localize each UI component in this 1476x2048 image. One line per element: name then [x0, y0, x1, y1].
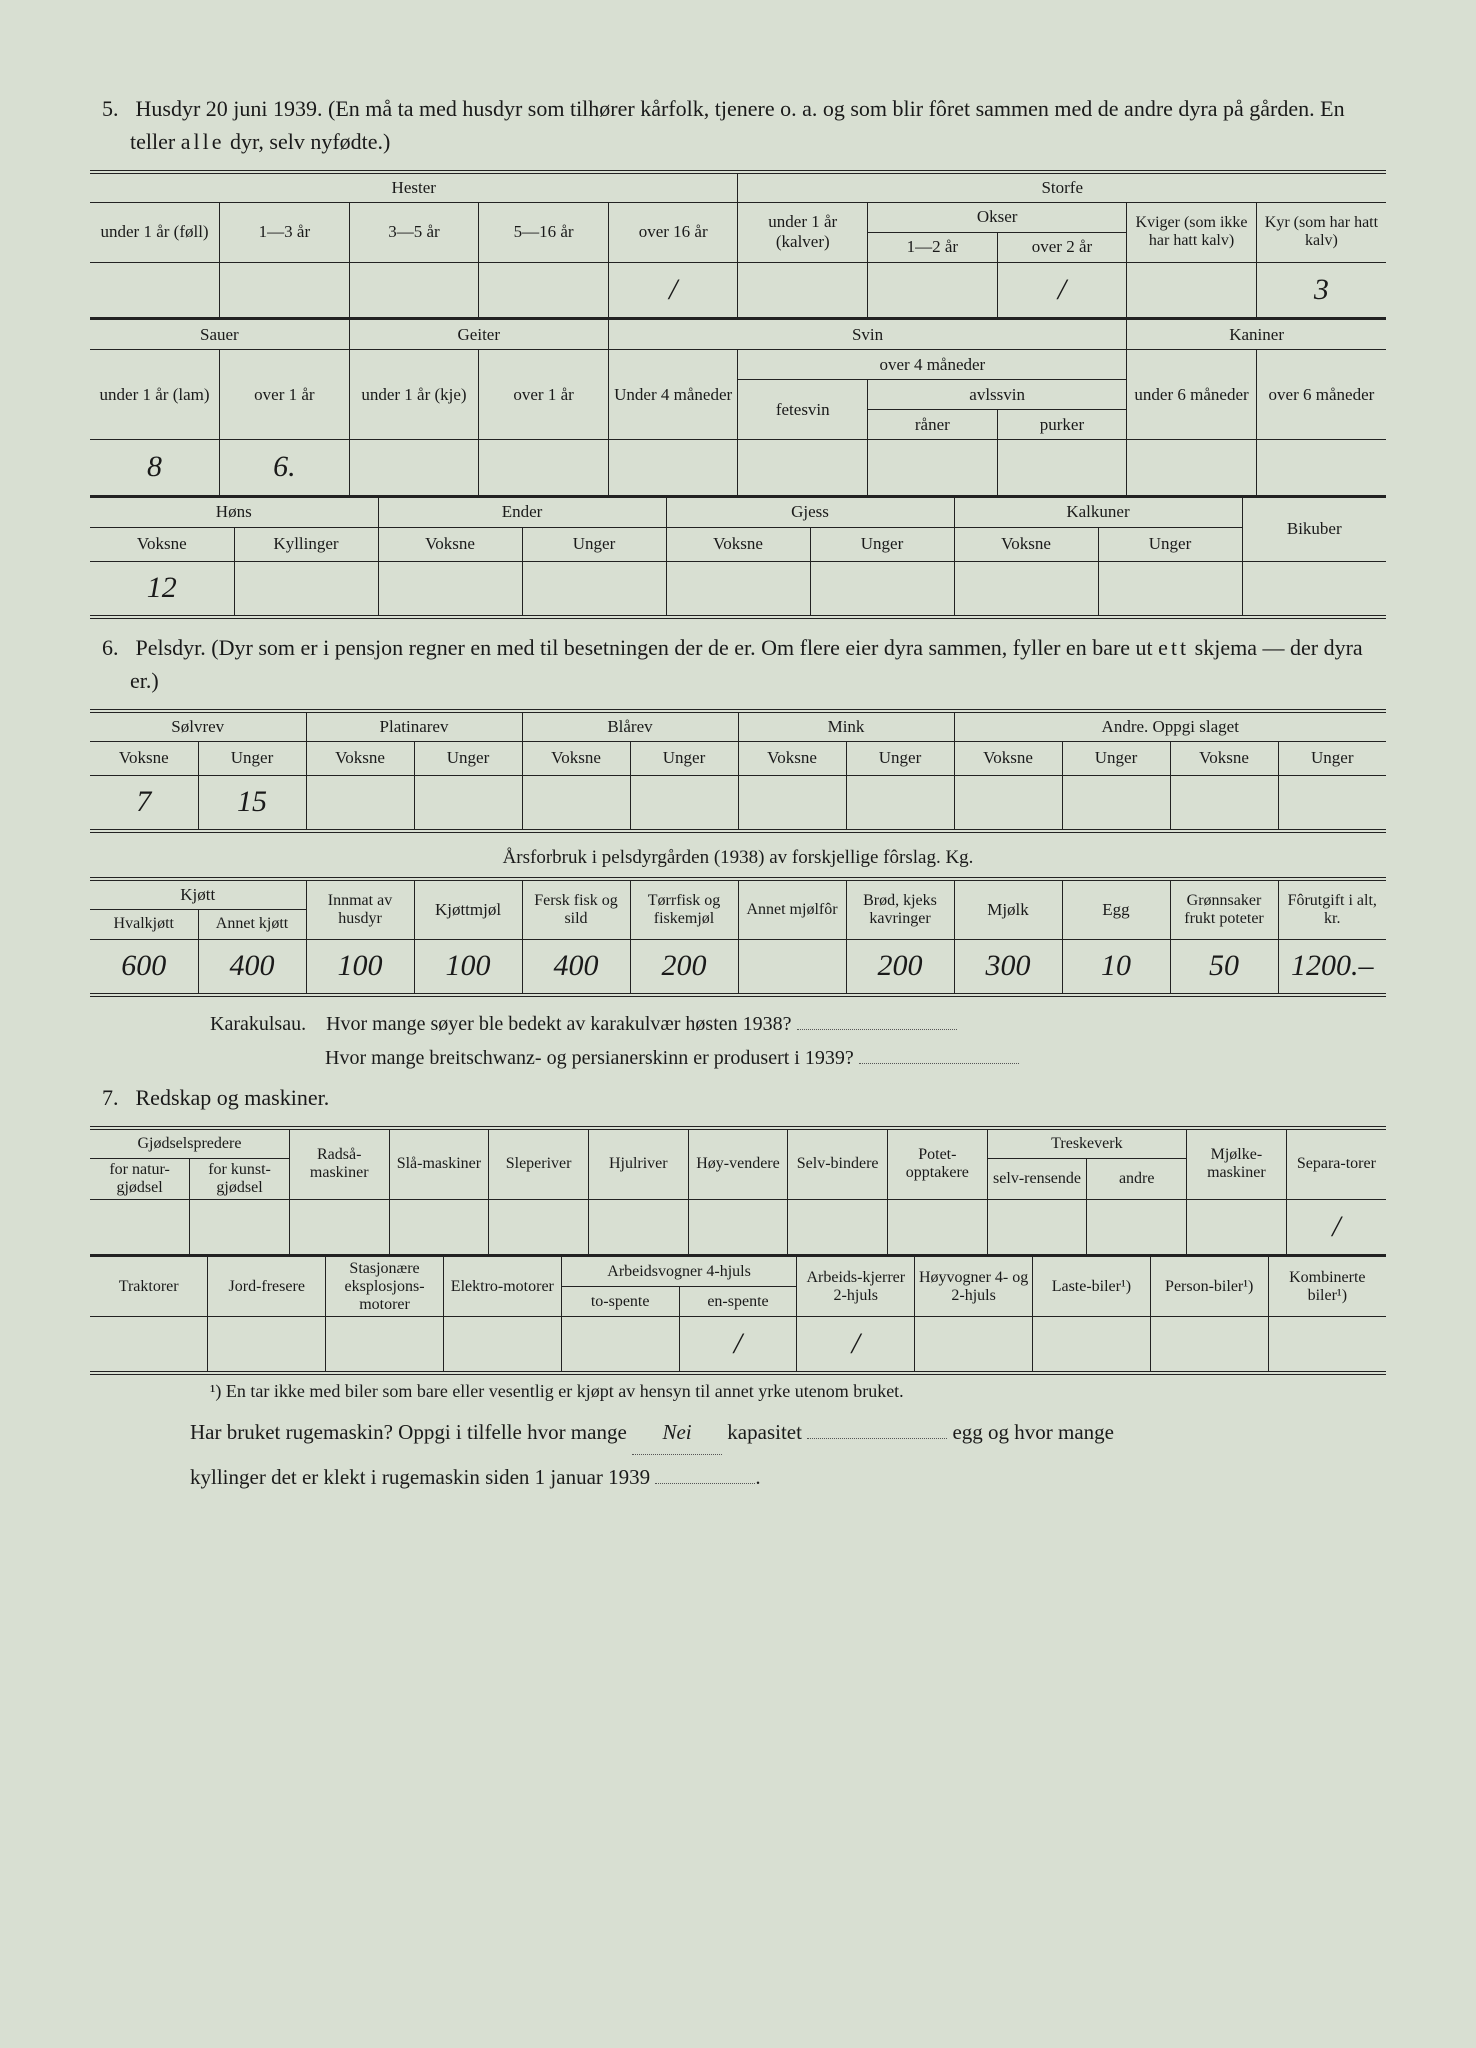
cell	[190, 1199, 290, 1255]
cell	[954, 561, 1098, 617]
table-redskap-a: Gjødselspredere Radså-maskiner Slå-maski…	[90, 1126, 1386, 1256]
cell: /	[1286, 1199, 1386, 1255]
dotted-field	[807, 1438, 947, 1439]
cell: 300	[954, 939, 1062, 995]
cell	[1127, 262, 1257, 318]
cell	[522, 775, 630, 831]
cell	[1242, 561, 1386, 617]
cell: /	[679, 1317, 797, 1373]
cell	[1098, 561, 1242, 617]
cell	[1187, 1199, 1287, 1255]
cell	[888, 1199, 988, 1255]
cell	[868, 440, 998, 496]
cell	[688, 1199, 788, 1255]
cell	[987, 1199, 1087, 1255]
cell: 100	[306, 939, 414, 995]
cell: 15	[198, 775, 306, 831]
cell: 400	[522, 939, 630, 995]
cell	[349, 440, 479, 496]
cell: 200	[846, 939, 954, 995]
ruge-answer: Nei	[632, 1410, 722, 1455]
section6-title: 6. Pelsdyr. (Dyr som er i pensjon regner…	[130, 631, 1386, 697]
cell: 200	[630, 939, 738, 995]
cell	[443, 1317, 561, 1373]
cell	[1256, 440, 1386, 496]
cell	[810, 561, 954, 617]
cell	[1268, 1317, 1386, 1373]
dotted-field	[859, 1052, 1019, 1064]
cell	[479, 262, 609, 318]
cell	[868, 262, 998, 318]
karakul-line1: Karakulsau. Hvor mange søyer ble bedekt …	[210, 1007, 1386, 1075]
cell	[738, 262, 868, 318]
cell	[489, 1199, 589, 1255]
cell	[90, 1199, 190, 1255]
cell	[289, 1199, 389, 1255]
cell	[479, 440, 609, 496]
cell: 12	[90, 561, 234, 617]
cell	[738, 775, 846, 831]
cell: 8	[90, 440, 220, 496]
cell	[1170, 775, 1278, 831]
cell	[1062, 775, 1170, 831]
cell	[666, 561, 810, 617]
cell	[349, 262, 479, 318]
rugemaskin-text: Har bruket rugemaskin? Oppgi i tilfelle …	[190, 1410, 1386, 1499]
cell: 10	[1062, 939, 1170, 995]
cell	[90, 262, 220, 318]
table-hester-storfe: Hester Storfe under 1 år (føll) 1—3 år 3…	[90, 170, 1386, 319]
cell	[306, 775, 414, 831]
cell	[846, 775, 954, 831]
cell: /	[608, 262, 738, 318]
table-hons: Høns Ender Gjess Kalkuner Bikuber Voksne…	[90, 497, 1386, 620]
cell	[414, 775, 522, 831]
section5-title: 5. Husdyr 20 juni 1939. (En må ta med hu…	[130, 92, 1386, 158]
cell	[561, 1317, 679, 1373]
cell	[220, 262, 350, 318]
dotted-field	[797, 1018, 957, 1030]
cell: 6.	[220, 440, 350, 496]
cell	[1150, 1317, 1268, 1373]
table-sauer-svin: Sauer Geiter Svin Kaniner under 1 år (la…	[90, 319, 1386, 497]
cell	[378, 561, 522, 617]
cell	[630, 775, 738, 831]
cell	[522, 561, 666, 617]
cell: 400	[198, 939, 306, 995]
cell	[608, 440, 738, 496]
section7-title: 7. Redskap og maskiner.	[130, 1081, 1386, 1114]
cell	[326, 1317, 444, 1373]
dotted-field	[655, 1483, 755, 1484]
table-forbruk: Kjøtt Innmat av husdyr Kjøttmjøl Fersk f…	[90, 877, 1386, 997]
cell	[1033, 1317, 1151, 1373]
cell: /	[997, 262, 1127, 318]
cell: /	[797, 1317, 915, 1373]
cell	[90, 1317, 208, 1373]
cell: 1200.–	[1278, 939, 1386, 995]
cell	[788, 1199, 888, 1255]
cell	[1127, 440, 1257, 496]
cell: 3	[1256, 262, 1386, 318]
cell	[738, 939, 846, 995]
cell: 50	[1170, 939, 1278, 995]
t6b-title: Årsforbruk i pelsdyrgården (1938) av for…	[90, 847, 1386, 869]
cell	[915, 1317, 1033, 1373]
cell	[389, 1199, 489, 1255]
footnote-1: ¹) En tar ikke med biler som bare eller …	[210, 1381, 1386, 1402]
cell: 600	[90, 939, 198, 995]
table-redskap-b: Traktorer Jord-fresere Stasjonære eksplo…	[90, 1256, 1386, 1375]
cell	[1278, 775, 1386, 831]
table-pelsdyr: Sølvrev Platinarev Blårev Mink Andre. Op…	[90, 709, 1386, 833]
cell: 7	[90, 775, 198, 831]
cell	[588, 1199, 688, 1255]
cell	[997, 440, 1127, 496]
cell: 100	[414, 939, 522, 995]
cell	[1087, 1199, 1187, 1255]
cell	[234, 561, 378, 617]
cell	[954, 775, 1062, 831]
cell	[208, 1317, 326, 1373]
cell	[738, 440, 868, 496]
